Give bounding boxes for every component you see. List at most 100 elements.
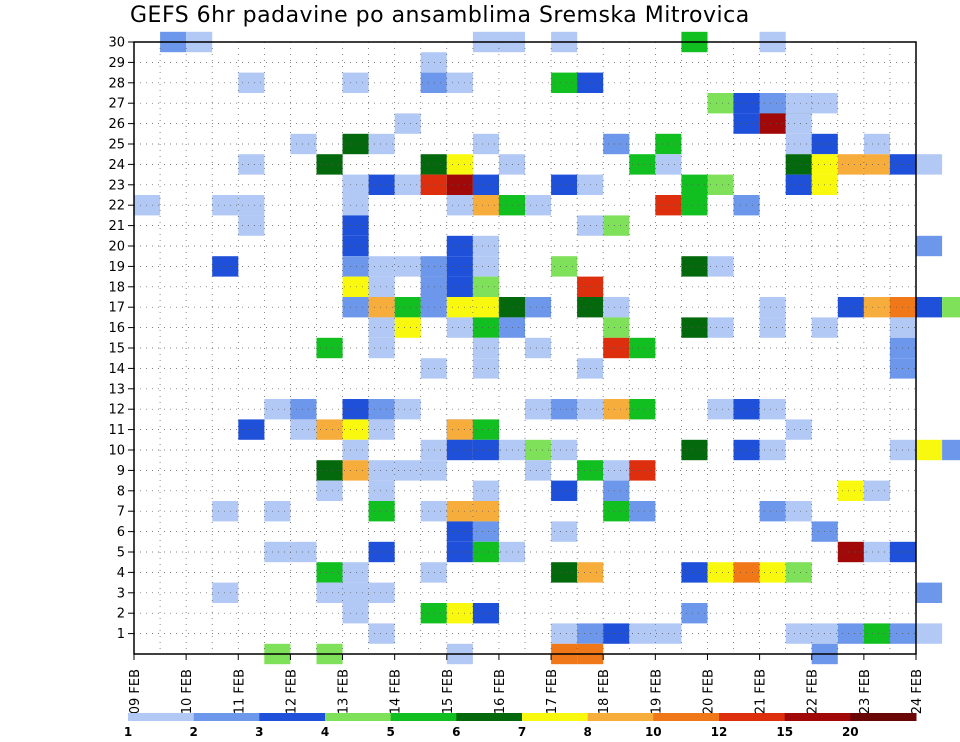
x-tick-label: 17 FEB bbox=[545, 669, 560, 714]
heatmap-cell bbox=[238, 419, 265, 440]
heatmap-cell bbox=[316, 154, 343, 175]
y-tick-label: 29 bbox=[108, 56, 125, 71]
heatmap-cell bbox=[342, 603, 369, 624]
x-tick-label: 18 FEB bbox=[597, 669, 612, 714]
heatmap-cell bbox=[446, 419, 473, 440]
heatmap-cell bbox=[603, 317, 630, 338]
heatmap-cell bbox=[603, 399, 630, 420]
heatmap-cell bbox=[342, 174, 369, 195]
heatmap-cell bbox=[316, 337, 343, 359]
heatmap-cell bbox=[681, 439, 708, 461]
y-tick-label: 21 bbox=[108, 219, 125, 234]
heatmap-cell bbox=[603, 460, 630, 481]
heatmap-cell bbox=[394, 113, 421, 134]
heatmap-cell bbox=[863, 133, 890, 155]
heatmap-cell bbox=[472, 337, 499, 359]
heatmap-cell bbox=[420, 501, 447, 522]
heatmap-cell bbox=[916, 582, 943, 603]
heatmap-cell bbox=[446, 317, 473, 338]
legend-swatch bbox=[850, 713, 917, 721]
heatmap-cell bbox=[342, 297, 369, 318]
x-tick-label: 16 FEB bbox=[493, 669, 508, 714]
heatmap-cell bbox=[420, 154, 447, 175]
heatmap-cell bbox=[707, 317, 734, 338]
heatmap-cell bbox=[759, 439, 786, 461]
heatmap-cell bbox=[916, 297, 943, 318]
y-tick-label: 9 bbox=[117, 464, 125, 479]
heatmap-cell bbox=[525, 297, 552, 318]
heatmap-cell bbox=[916, 235, 943, 257]
heatmap-cell bbox=[264, 541, 291, 563]
heatmap-cell bbox=[420, 358, 447, 379]
heatmap-cell bbox=[472, 297, 499, 318]
heatmap-cell bbox=[707, 256, 734, 277]
heatmap-cell bbox=[446, 72, 473, 93]
heatmap-cell bbox=[472, 195, 499, 216]
heatmap-cell bbox=[472, 235, 499, 257]
heatmap-cell bbox=[342, 235, 369, 257]
heatmap-cell bbox=[316, 419, 343, 440]
heatmap-cell bbox=[759, 562, 786, 583]
legend-label: 15 bbox=[776, 725, 793, 739]
legend-label: 3 bbox=[255, 725, 263, 739]
heatmap-cell bbox=[342, 72, 369, 93]
heatmap-cell bbox=[681, 603, 708, 624]
x-tick-label: 22 FEB bbox=[806, 669, 821, 714]
heatmap-cell bbox=[551, 256, 578, 277]
heatmap-cell bbox=[551, 562, 578, 583]
heatmap-cell bbox=[368, 174, 395, 195]
heatmap-cell bbox=[629, 399, 656, 420]
y-tick-label: 15 bbox=[108, 342, 125, 357]
heatmap-cell bbox=[681, 562, 708, 583]
heatmap-cell bbox=[212, 501, 239, 522]
heatmap-cell bbox=[603, 480, 630, 501]
heatmap-cell bbox=[420, 72, 447, 93]
heatmap-cell bbox=[394, 460, 421, 481]
heatmap-cell bbox=[472, 541, 499, 563]
heatmap-cell bbox=[394, 297, 421, 318]
heatmap-cell bbox=[525, 439, 552, 461]
color-legend: 1 2 3 4 5 6 7 8 10 12 15 20 bbox=[124, 713, 917, 739]
heatmap-cell bbox=[290, 133, 317, 155]
heatmap-cell bbox=[785, 174, 812, 195]
heatmap-cell bbox=[446, 154, 473, 175]
legend-swatch bbox=[193, 713, 260, 721]
x-tick-label: 11 FEB bbox=[232, 669, 247, 714]
heatmap-cell bbox=[785, 623, 812, 644]
heatmap-cell bbox=[785, 113, 812, 134]
y-tick-label: 11 bbox=[108, 423, 125, 438]
x-tick-label: 15 FEB bbox=[441, 669, 456, 714]
legend-swatch bbox=[719, 713, 786, 721]
y-tick-label: 24 bbox=[108, 158, 125, 173]
heatmap-cell bbox=[629, 501, 656, 522]
heatmap-cell bbox=[759, 399, 786, 420]
heatmap-cell bbox=[446, 297, 473, 318]
heatmap-cell bbox=[551, 480, 578, 501]
y-tick-label: 10 bbox=[108, 444, 125, 459]
heatmap-cell bbox=[368, 133, 395, 155]
heatmap-cell bbox=[394, 256, 421, 277]
heatmap-cell bbox=[785, 93, 812, 114]
heatmap-cell bbox=[420, 460, 447, 481]
legend-swatch bbox=[325, 713, 392, 721]
heatmap-cell bbox=[472, 439, 499, 461]
heatmap-cell bbox=[525, 337, 552, 359]
heatmap-cell bbox=[707, 562, 734, 583]
y-tick-label: 6 bbox=[117, 525, 125, 540]
heatmap-cell bbox=[290, 399, 317, 420]
heatmap-cell bbox=[551, 439, 578, 461]
heatmap-cell bbox=[863, 297, 890, 318]
y-tick-label: 30 bbox=[108, 36, 125, 51]
y-tick-label: 2 bbox=[117, 607, 125, 622]
legend-label: 5 bbox=[387, 725, 395, 739]
legend-label: 20 bbox=[842, 725, 859, 739]
heatmap-cell bbox=[525, 399, 552, 420]
heatmap-cell bbox=[342, 419, 369, 440]
heatmap-cell bbox=[785, 154, 812, 175]
heatmap-cell bbox=[420, 562, 447, 583]
heatmap-cell bbox=[446, 521, 473, 542]
legend-swatch bbox=[587, 713, 654, 721]
heatmap-cell bbox=[916, 623, 943, 644]
heatmap-cell bbox=[785, 133, 812, 155]
heatmap-cell bbox=[368, 501, 395, 522]
